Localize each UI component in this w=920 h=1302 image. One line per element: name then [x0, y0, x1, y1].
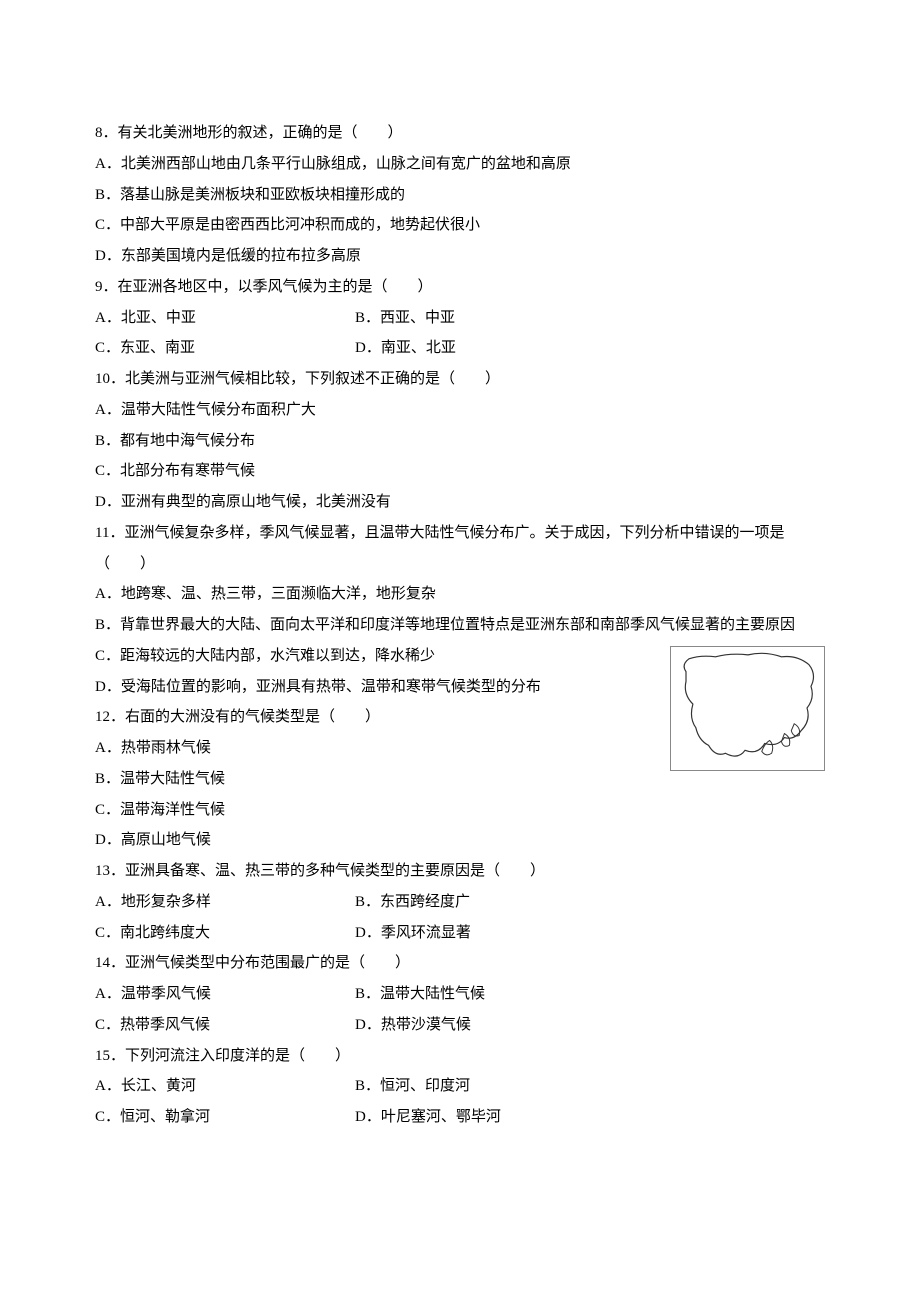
- q13-option-a: A．地形复杂多样: [95, 887, 355, 918]
- q15-option-c: C．恒河、勒拿河: [95, 1102, 355, 1133]
- q8-option-c: C．中部大平原是由密西西比河冲积而成的，地势起伏很小: [95, 210, 835, 241]
- q10-option-a: A．温带大陆性气候分布面积广大: [95, 395, 835, 426]
- question-15: 15．下列河流注入印度洋的是（ ） A．长江、黄河 B．恒河、印度河 C．恒河、…: [95, 1041, 835, 1133]
- q11-option-b: B．背靠世界最大的大陆、面向太平洋和印度洋等地理位置特点是亚洲东部和南部季风气候…: [95, 610, 835, 641]
- q15-option-b: B．恒河、印度河: [355, 1071, 615, 1102]
- q13-option-c: C．南北跨纬度大: [95, 918, 355, 949]
- q14-option-a: A．温带季风气候: [95, 979, 355, 1010]
- q11-stem: 11．亚洲气候复杂多样，季风气候显著，且温带大陆性气候分布广。关于成因，下列分析…: [95, 518, 835, 580]
- q9-stem: 9．在亚洲各地区中，以季风气候为主的是（ ）: [95, 272, 835, 303]
- q14-option-d: D．热带沙漠气候: [355, 1010, 615, 1041]
- q14-option-c: C．热带季风气候: [95, 1010, 355, 1041]
- q8-option-d: D．东部美国境内是低缓的拉布拉多高原: [95, 241, 835, 272]
- question-9: 9．在亚洲各地区中，以季风气候为主的是（ ） A．北亚、中亚 B．西亚、中亚 C…: [95, 272, 835, 364]
- q13-option-d: D．季风环流显著: [355, 918, 615, 949]
- q14-stem: 14．亚洲气候类型中分布范围最广的是（ ）: [95, 948, 835, 979]
- q10-stem: 10．北美洲与亚洲气候相比较，下列叙述不正确的是（ ）: [95, 364, 835, 395]
- q14-option-b: B．温带大陆性气候: [355, 979, 615, 1010]
- q8-stem: 8．有关北美洲地形的叙述，正确的是（ ）: [95, 118, 835, 149]
- q15-option-d: D．叶尼塞河、鄂毕河: [355, 1102, 615, 1133]
- asia-map-image: [670, 646, 825, 771]
- question-14: 14．亚洲气候类型中分布范围最广的是（ ） A．温带季风气候 B．温带大陆性气候…: [95, 948, 835, 1040]
- q9-option-b: B．西亚、中亚: [355, 303, 615, 334]
- q9-option-c: C．东亚、南亚: [95, 333, 355, 364]
- q9-option-a: A．北亚、中亚: [95, 303, 355, 334]
- q10-option-c: C．北部分布有寒带气候: [95, 456, 835, 487]
- q10-option-d: D．亚洲有典型的高原山地气候，北美洲没有: [95, 487, 835, 518]
- q15-stem: 15．下列河流注入印度洋的是（ ）: [95, 1041, 835, 1072]
- q12-option-d: D．高原山地气候: [95, 825, 835, 856]
- question-13: 13．亚洲具备寒、温、热三带的多种气候类型的主要原因是（ ） A．地形复杂多样 …: [95, 856, 835, 948]
- q8-option-a: A．北美洲西部山地由几条平行山脉组成，山脉之间有宽广的盆地和高原: [95, 149, 835, 180]
- q15-option-a: A．长江、黄河: [95, 1071, 355, 1102]
- q13-stem: 13．亚洲具备寒、温、热三带的多种气候类型的主要原因是（ ）: [95, 856, 835, 887]
- map-icon: [671, 647, 824, 770]
- q10-option-b: B．都有地中海气候分布: [95, 426, 835, 457]
- q9-option-d: D．南亚、北亚: [355, 333, 615, 364]
- question-10: 10．北美洲与亚洲气候相比较，下列叙述不正确的是（ ） A．温带大陆性气候分布面…: [95, 364, 835, 518]
- q12-option-c: C．温带海洋性气候: [95, 795, 835, 826]
- q13-option-b: B．东西跨经度广: [355, 887, 615, 918]
- q11-option-a: A．地跨寒、温、热三带，三面濒临大洋，地形复杂: [95, 579, 835, 610]
- q8-option-b: B．落基山脉是美洲板块和亚欧板块相撞形成的: [95, 180, 835, 211]
- question-8: 8．有关北美洲地形的叙述，正确的是（ ） A．北美洲西部山地由几条平行山脉组成，…: [95, 118, 835, 272]
